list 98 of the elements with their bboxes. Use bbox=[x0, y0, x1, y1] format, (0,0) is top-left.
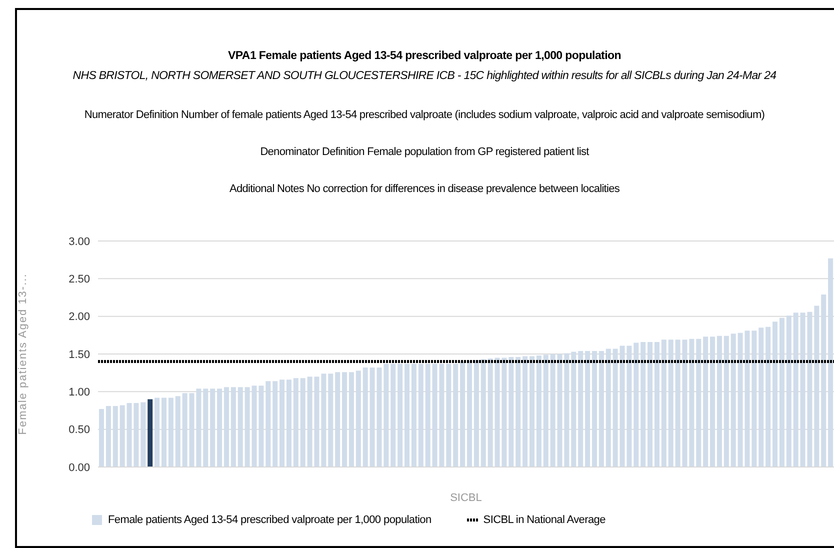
bar bbox=[752, 330, 757, 467]
bar bbox=[786, 316, 792, 467]
bar bbox=[772, 322, 778, 467]
bar bbox=[140, 402, 146, 467]
bar bbox=[529, 356, 534, 467]
bar bbox=[488, 358, 493, 467]
bar bbox=[453, 364, 458, 467]
bar bbox=[384, 364, 389, 467]
bar bbox=[585, 350, 590, 467]
bar bbox=[99, 408, 104, 467]
bar bbox=[286, 380, 292, 467]
bar bbox=[716, 336, 722, 467]
bar bbox=[418, 364, 424, 467]
bar bbox=[543, 354, 548, 467]
bar bbox=[335, 372, 340, 467]
y-tick-label: 0.00 bbox=[68, 462, 90, 474]
bar bbox=[425, 364, 430, 467]
bar bbox=[724, 336, 729, 467]
y-axis-title: Female patients Aged 13-... bbox=[16, 273, 29, 435]
bar bbox=[161, 398, 166, 467]
bar bbox=[821, 294, 826, 467]
bar bbox=[661, 340, 666, 467]
legend-label: SICBL in National Average bbox=[483, 514, 606, 526]
bar bbox=[814, 306, 820, 467]
bar bbox=[272, 381, 278, 467]
bar bbox=[550, 354, 556, 467]
bar bbox=[508, 357, 514, 467]
bar bbox=[293, 378, 298, 467]
bar bbox=[606, 348, 611, 467]
chart-subtitle: NHS BRISTOL, NORTH SOMERSET AND SOUTH GLOUCESTERSHIRE ICB - 15C highlighted within results for all SICBLs during Jan 24-Mar 24 bbox=[72, 70, 776, 82]
bar bbox=[356, 370, 361, 467]
bar bbox=[203, 388, 208, 467]
bar bbox=[516, 357, 521, 467]
bar bbox=[648, 342, 653, 467]
bar bbox=[668, 340, 674, 467]
bar bbox=[217, 388, 222, 467]
bar bbox=[522, 356, 528, 467]
y-tick-label: 1.50 bbox=[68, 348, 90, 361]
bar bbox=[793, 312, 798, 467]
bar bbox=[348, 372, 354, 467]
bar bbox=[230, 387, 236, 467]
bar bbox=[592, 350, 597, 467]
bar bbox=[244, 387, 250, 467]
bar bbox=[266, 381, 271, 467]
bar bbox=[758, 328, 764, 467]
bar bbox=[154, 398, 160, 467]
legend-label: Female patients Aged 13-54 prescribed valproate per 1,000 population bbox=[108, 514, 432, 526]
bar bbox=[640, 342, 646, 467]
bar bbox=[300, 378, 306, 467]
x-axis-title: SICBL bbox=[450, 492, 482, 504]
bar bbox=[106, 406, 111, 467]
bar bbox=[328, 374, 334, 467]
bar bbox=[411, 364, 416, 467]
bar bbox=[612, 348, 618, 467]
y-tick-label: 3.00 bbox=[68, 236, 90, 248]
bar bbox=[467, 360, 472, 467]
bar bbox=[480, 359, 486, 467]
bar bbox=[634, 342, 639, 467]
text: Additional Notes No correction for differences in disease prevalence between localities bbox=[229, 183, 620, 195]
bar bbox=[696, 338, 702, 467]
bar bbox=[175, 396, 180, 467]
bar bbox=[362, 368, 368, 467]
bar bbox=[120, 405, 125, 467]
bar bbox=[654, 342, 660, 467]
bar bbox=[474, 360, 479, 467]
bar bbox=[404, 364, 410, 467]
bar bbox=[689, 338, 694, 467]
bar bbox=[578, 350, 584, 467]
text: Numerator Definition Number of female patients Aged 13-54 prescribed valproate (includes sodium valproate, valproic acid and valproate semisodium) bbox=[84, 109, 765, 121]
bar bbox=[703, 336, 708, 467]
bar bbox=[210, 388, 216, 467]
bar bbox=[238, 387, 243, 467]
bar bbox=[398, 364, 403, 467]
bar bbox=[460, 362, 466, 467]
bar bbox=[280, 380, 285, 467]
bar bbox=[148, 399, 153, 467]
bar bbox=[710, 336, 716, 467]
bar bbox=[730, 334, 736, 467]
bar bbox=[536, 356, 542, 467]
y-tick-label: 2.00 bbox=[68, 311, 90, 324]
bar bbox=[598, 350, 604, 467]
text: Denominator Definition Female population from GP registered patient list bbox=[260, 146, 589, 158]
y-tick-label: 1.00 bbox=[68, 386, 90, 399]
bar bbox=[828, 258, 834, 467]
bar bbox=[779, 318, 784, 467]
y-tick-label: 0.50 bbox=[68, 424, 90, 436]
bar bbox=[766, 326, 771, 467]
bar bbox=[321, 374, 326, 467]
bar bbox=[571, 352, 576, 467]
bar bbox=[390, 364, 396, 467]
bar bbox=[168, 398, 174, 467]
bar bbox=[224, 387, 229, 467]
bar bbox=[112, 406, 118, 467]
chart-title: VPA1 Female patients Aged 13-54 prescribed valproate per 1,000 population bbox=[228, 50, 621, 62]
bar bbox=[446, 364, 452, 467]
bar bbox=[342, 372, 348, 467]
bar bbox=[182, 393, 188, 467]
y-tick-label: 2.50 bbox=[68, 274, 90, 286]
